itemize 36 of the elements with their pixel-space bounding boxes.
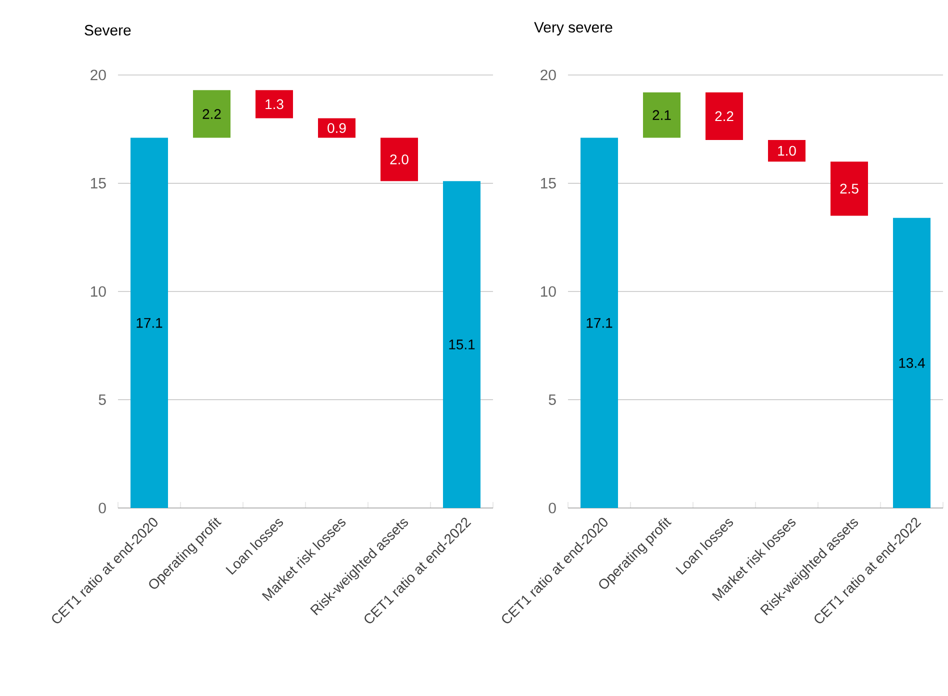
data-label: 2.1 — [652, 110, 671, 120]
bar — [318, 118, 356, 138]
y-tick-label: 20 — [90, 70, 106, 80]
data-label: 17.1 — [586, 318, 612, 328]
bar — [130, 138, 168, 508]
data-label: 1.0 — [778, 146, 796, 156]
chart-title: Severe — [84, 24, 131, 36]
y-tick-label: 5 — [548, 394, 556, 405]
y-tick-label: 15 — [91, 178, 106, 188]
y-tick-label: 10 — [541, 286, 556, 297]
bar — [193, 90, 230, 138]
data-label: 1.3 — [266, 99, 284, 110]
y-tick-label: 20 — [540, 70, 556, 80]
bar — [580, 138, 618, 508]
chart-title: Very severe — [534, 22, 612, 36]
bar — [706, 92, 744, 140]
bar — [768, 140, 806, 162]
bar — [380, 138, 418, 182]
bar — [830, 162, 868, 216]
bar — [643, 92, 681, 138]
y-tick-label: 5 — [98, 394, 106, 405]
bar — [443, 181, 480, 508]
data-label: 0.9 — [328, 123, 346, 133]
bar — [893, 218, 931, 508]
data-label: 2.0 — [390, 154, 408, 164]
y-tick-label: 0 — [98, 502, 106, 514]
y-tick-label: 0 — [548, 502, 556, 514]
data-label: 17.1 — [136, 318, 162, 328]
y-tick-label: 15 — [541, 178, 556, 188]
data-label: 15.1 — [449, 340, 475, 350]
data-label: 2.2 — [202, 109, 221, 119]
data-label: 2.5 — [840, 184, 858, 194]
data-label: 2.2 — [715, 111, 734, 121]
bar — [256, 90, 293, 118]
y-tick-label: 10 — [91, 286, 106, 297]
data-label: 13.4 — [899, 358, 925, 368]
